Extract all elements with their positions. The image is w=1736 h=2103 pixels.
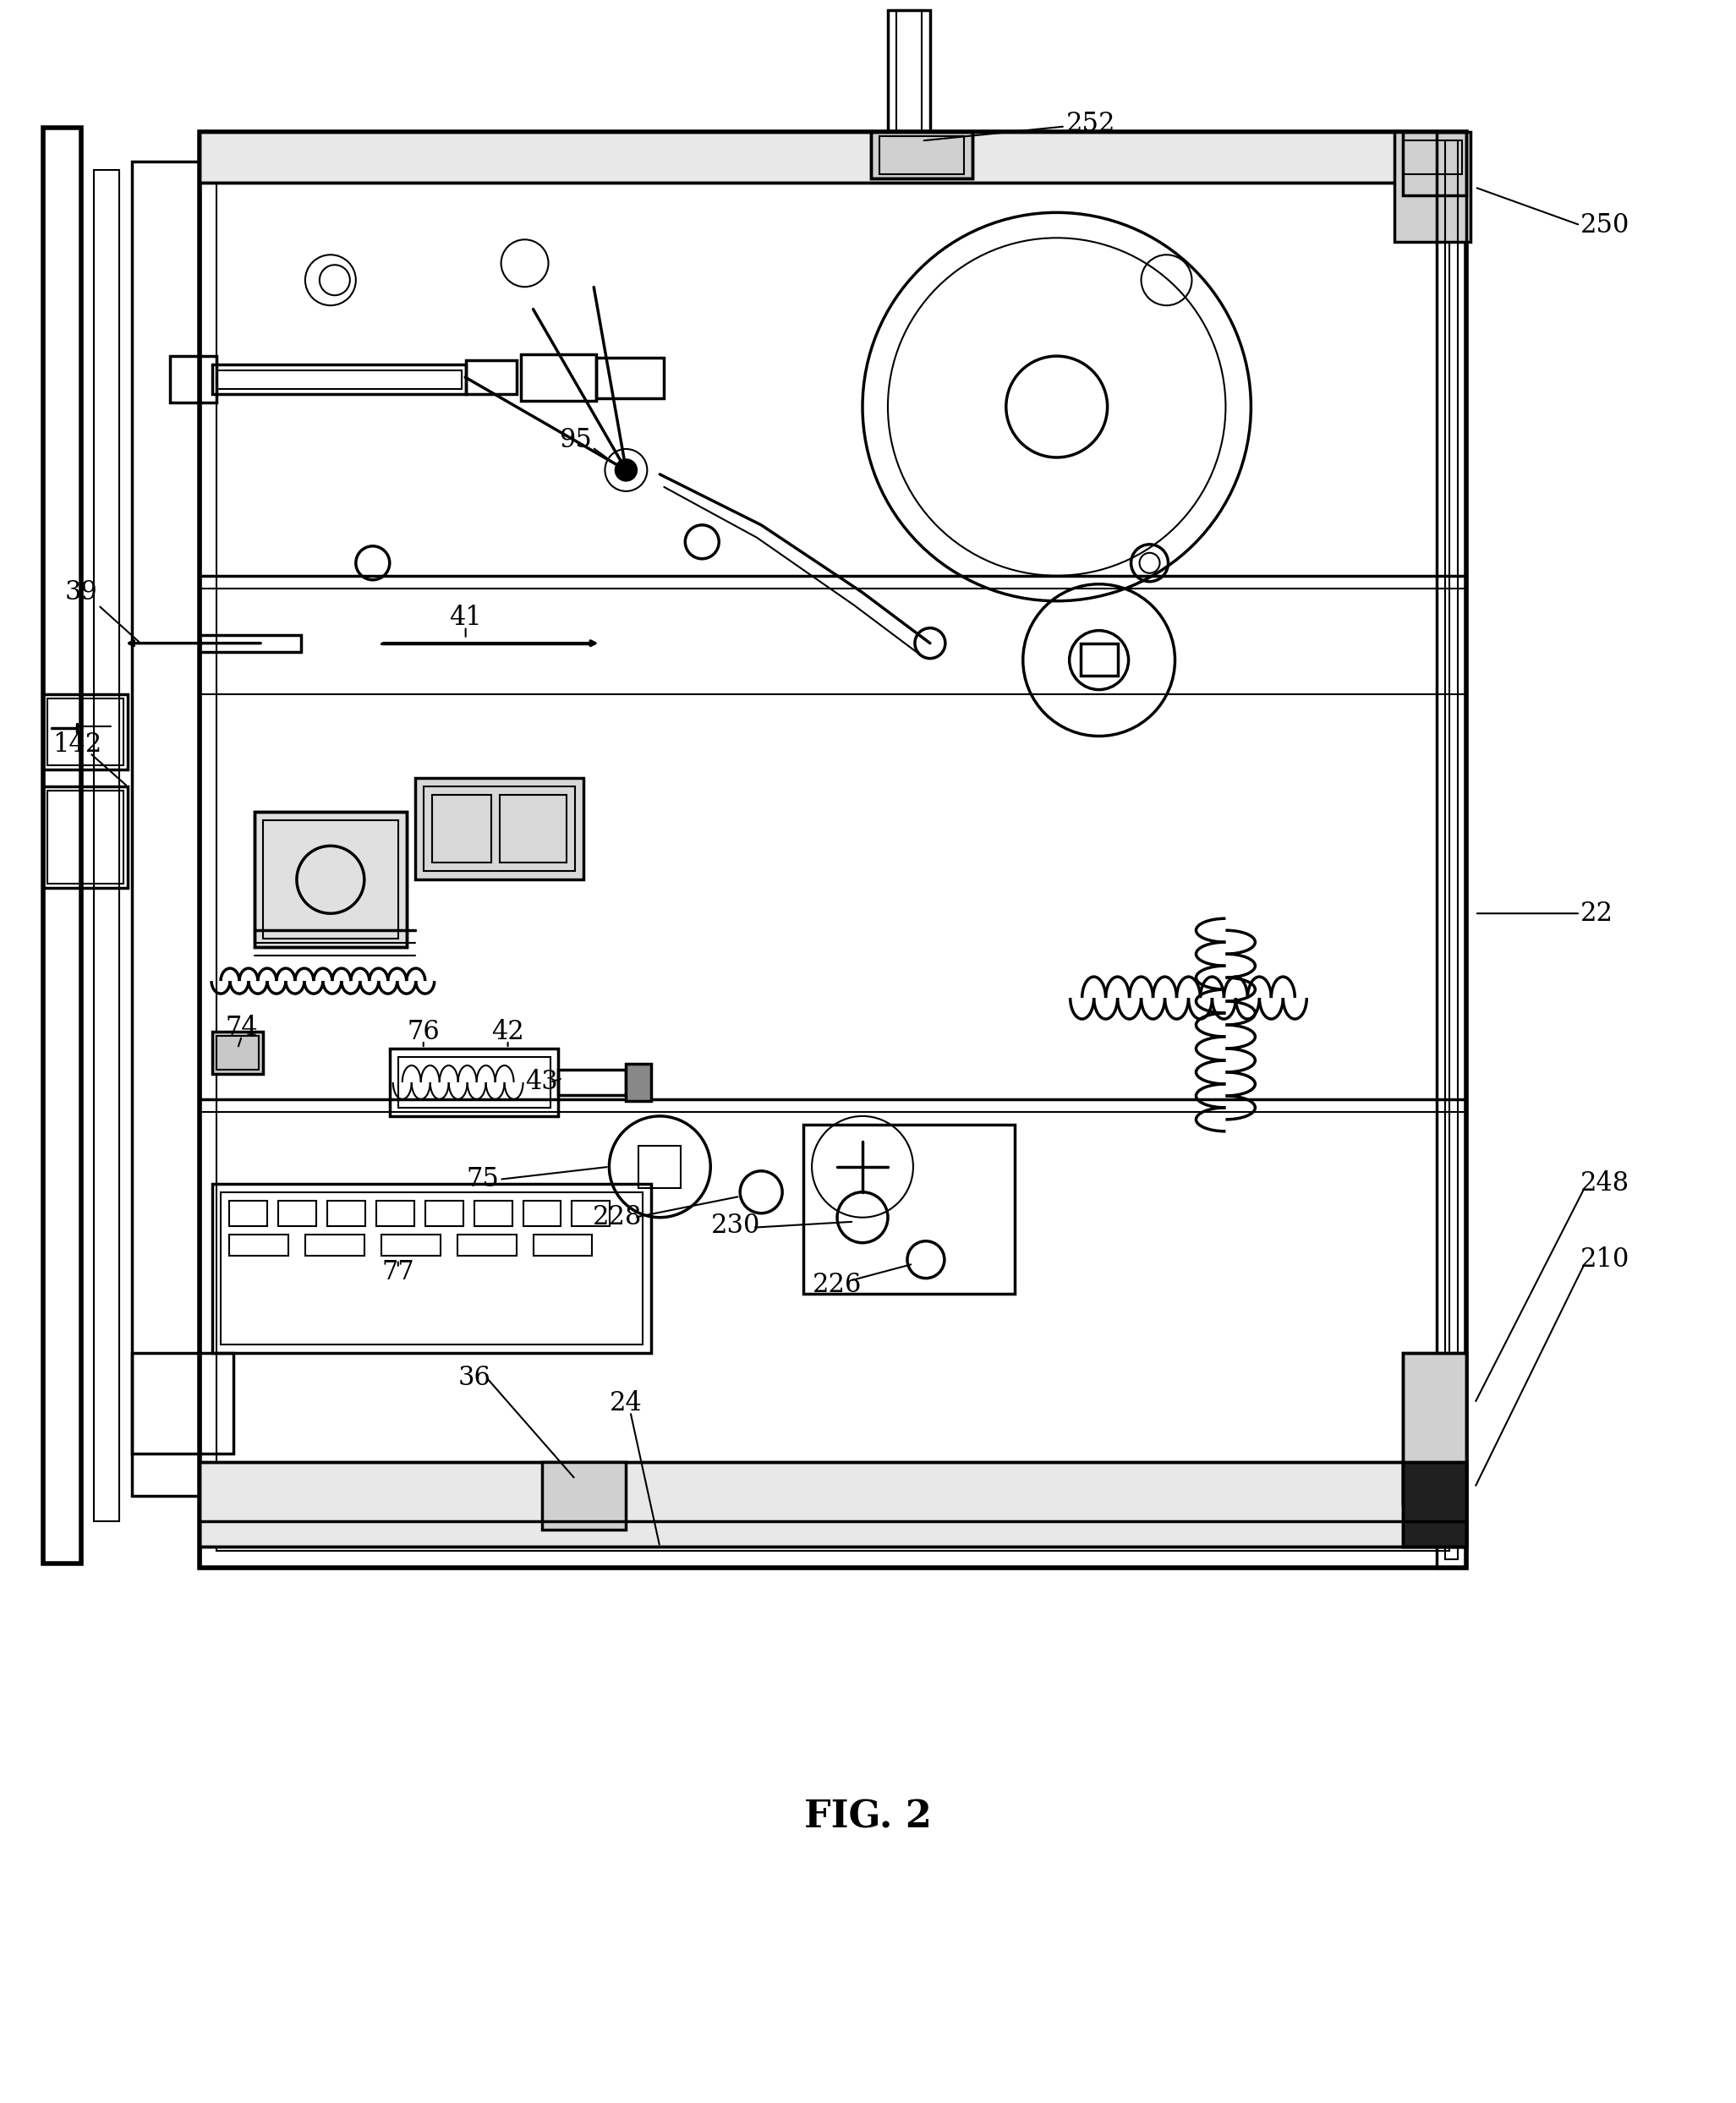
Bar (523, 1201, 561, 1226)
Bar (382, 1234, 441, 1255)
Text: 22: 22 (1580, 900, 1613, 927)
Text: 39: 39 (64, 580, 97, 606)
Bar (1403, 141, 1462, 175)
Bar (200, 1462, 1467, 1548)
Bar (229, 1201, 267, 1226)
Bar (542, 1462, 627, 1529)
Bar (132, 162, 200, 1495)
Bar (1403, 1462, 1467, 1548)
Bar (212, 1033, 262, 1075)
Bar (47, 791, 123, 883)
Bar (212, 364, 465, 393)
Bar (278, 1201, 316, 1226)
Bar (255, 812, 406, 946)
Text: 75: 75 (465, 1167, 498, 1192)
Bar (424, 787, 575, 871)
Text: 74: 74 (226, 1014, 259, 1041)
Bar (43, 128, 82, 1565)
Bar (229, 1234, 288, 1255)
Bar (398, 1058, 550, 1108)
Bar (1437, 132, 1467, 1569)
Text: 142: 142 (52, 732, 102, 757)
Text: 77: 77 (382, 1260, 415, 1285)
Bar (597, 358, 665, 397)
Text: 24: 24 (609, 1390, 642, 1415)
Bar (1403, 1352, 1467, 1504)
Bar (559, 1070, 627, 1096)
Bar (804, 1125, 1014, 1293)
Bar (217, 149, 1450, 1552)
Text: 228: 228 (594, 1205, 642, 1230)
Bar (132, 1352, 233, 1453)
Bar (627, 1064, 651, 1100)
Bar (255, 812, 406, 946)
Bar (43, 694, 128, 770)
Text: 42: 42 (491, 1018, 524, 1045)
Text: 248: 248 (1580, 1171, 1630, 1197)
Bar (639, 1146, 681, 1188)
Text: 226: 226 (812, 1272, 861, 1298)
Text: 250: 250 (1580, 212, 1630, 238)
Text: 95: 95 (559, 427, 592, 454)
Bar (170, 355, 217, 402)
Bar (200, 132, 1467, 183)
Bar (306, 1234, 365, 1255)
Bar (573, 1201, 609, 1226)
Bar (47, 698, 123, 765)
Bar (1444, 141, 1458, 1560)
Text: 43: 43 (526, 1068, 557, 1096)
Bar (500, 795, 568, 862)
Bar (377, 1201, 415, 1226)
Bar (533, 1234, 592, 1255)
Bar (326, 1201, 365, 1226)
Text: 76: 76 (406, 1018, 439, 1045)
Bar (1403, 1462, 1467, 1548)
Bar (220, 1192, 642, 1344)
Bar (217, 1037, 259, 1070)
Bar (94, 170, 120, 1520)
Text: 210: 210 (1580, 1247, 1630, 1272)
Bar (457, 1234, 516, 1255)
Bar (425, 1201, 464, 1226)
Bar (465, 360, 516, 393)
Bar (521, 355, 597, 402)
Bar (217, 370, 462, 389)
Bar (432, 795, 491, 862)
Bar (262, 820, 398, 938)
Bar (200, 132, 1467, 183)
Bar (200, 1520, 1467, 1569)
Bar (389, 1049, 559, 1117)
Bar (896, 11, 922, 132)
Bar (1403, 132, 1467, 196)
Text: 36: 36 (458, 1365, 491, 1390)
Bar (200, 1462, 1467, 1548)
Bar (1403, 1352, 1467, 1504)
Bar (200, 132, 1467, 1569)
Text: 230: 230 (712, 1213, 760, 1239)
Bar (212, 1184, 651, 1352)
Bar (880, 137, 963, 175)
Text: 252: 252 (1066, 111, 1115, 137)
Bar (1080, 644, 1118, 675)
Bar (474, 1201, 512, 1226)
Bar (415, 778, 583, 879)
Circle shape (616, 461, 635, 479)
Bar (871, 132, 972, 179)
Bar (887, 11, 930, 132)
Bar (1394, 132, 1470, 242)
Bar (871, 132, 972, 179)
Bar (43, 787, 128, 887)
Text: FIG. 2: FIG. 2 (804, 1798, 932, 1836)
Bar (200, 635, 300, 652)
Text: 41: 41 (450, 606, 483, 631)
